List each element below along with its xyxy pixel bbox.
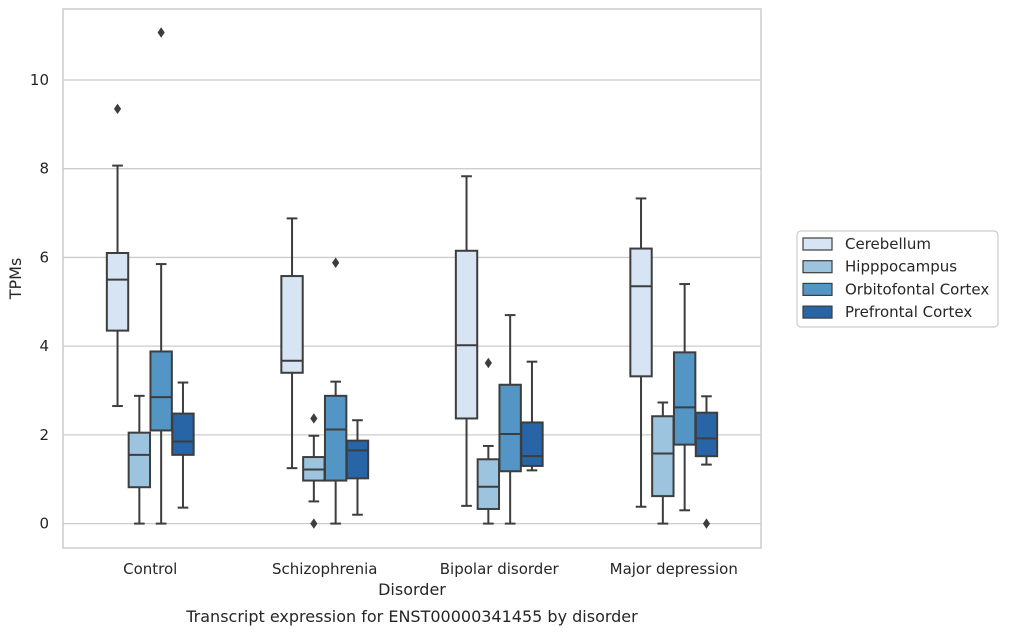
outlier-point xyxy=(484,357,492,369)
box-orbitofontal-cortex xyxy=(323,257,348,525)
outlier-point xyxy=(113,103,122,115)
box-body xyxy=(520,421,544,467)
box-body xyxy=(323,394,348,482)
box-orbitofontal-cortex xyxy=(149,27,173,525)
outlier-point xyxy=(310,413,318,424)
boxplots xyxy=(105,27,719,529)
legend-swatch xyxy=(802,282,833,296)
legend-swatch xyxy=(802,237,833,251)
chart-title: Transcript expression for ENST0000034145… xyxy=(185,607,638,626)
box-cerebellum xyxy=(629,197,653,508)
box-body xyxy=(149,350,173,432)
box-body xyxy=(280,275,304,374)
box-body xyxy=(476,458,501,510)
y-tick-label: 6 xyxy=(39,248,49,266)
y-tick-label: 10 xyxy=(30,71,49,89)
legend: Cerebellum Hipppocampus Orbitofontal Corte… xyxy=(796,230,999,328)
outlier-point xyxy=(702,518,711,529)
box-orbitofontal-cortex xyxy=(498,314,522,525)
y-tick-label: 2 xyxy=(39,426,49,444)
legend-swatch xyxy=(802,260,833,274)
box-hipppocampus xyxy=(651,401,675,525)
box-body xyxy=(651,415,675,498)
box-body xyxy=(629,247,653,378)
box-prefrontal-cortex xyxy=(345,419,370,516)
box-cerebellum xyxy=(105,103,130,408)
legend-swatch xyxy=(802,305,833,319)
box-hipppocampus xyxy=(476,357,501,525)
box-body xyxy=(454,249,479,420)
legend-label: Cerebellum xyxy=(845,235,931,253)
box-body xyxy=(694,411,719,458)
box-prefrontal-cortex xyxy=(520,360,544,472)
y-tick-label: 4 xyxy=(39,337,49,355)
x-tick-labels: Control Schizophrenia Bipolar disorder Majo… xyxy=(123,560,738,578)
x-tick-label: Schizophrenia xyxy=(272,560,377,578)
outlier-point xyxy=(310,518,318,529)
box-body xyxy=(171,412,195,456)
x-tick-label: Bipolar disorder xyxy=(440,560,560,578)
y-tick-labels: 0 2 4 6 8 10 xyxy=(30,71,49,533)
y-tick-label: 8 xyxy=(39,160,49,178)
box-body xyxy=(498,383,522,473)
y-axis-title: TPMs xyxy=(6,258,25,301)
box-hipppocampus xyxy=(127,394,152,525)
box-prefrontal-cortex xyxy=(171,381,195,509)
legend-frame xyxy=(796,230,999,328)
outlier-point xyxy=(332,257,340,268)
legend-label: Prefrontal Cortex xyxy=(845,303,972,321)
legend-label: Orbitofontal Cortex xyxy=(845,280,989,298)
box-body xyxy=(345,439,370,480)
box-body xyxy=(672,351,697,446)
x-axis-title: Disorder xyxy=(378,580,446,599)
x-tick-label: Major depression xyxy=(610,560,738,578)
box-cerebellum xyxy=(454,175,479,507)
box-body xyxy=(105,251,130,332)
outlier-point xyxy=(157,27,165,38)
box-prefrontal-cortex xyxy=(694,395,719,529)
box-cerebellum xyxy=(280,217,304,470)
box-orbitofontal-cortex xyxy=(672,283,697,512)
y-tick-label: 0 xyxy=(39,515,49,533)
legend-label: Hipppocampus xyxy=(845,258,957,276)
box-body xyxy=(127,431,152,489)
plot-frame xyxy=(62,8,762,549)
x-tick-label: Control xyxy=(123,560,177,578)
box-hipppocampus xyxy=(302,413,326,529)
